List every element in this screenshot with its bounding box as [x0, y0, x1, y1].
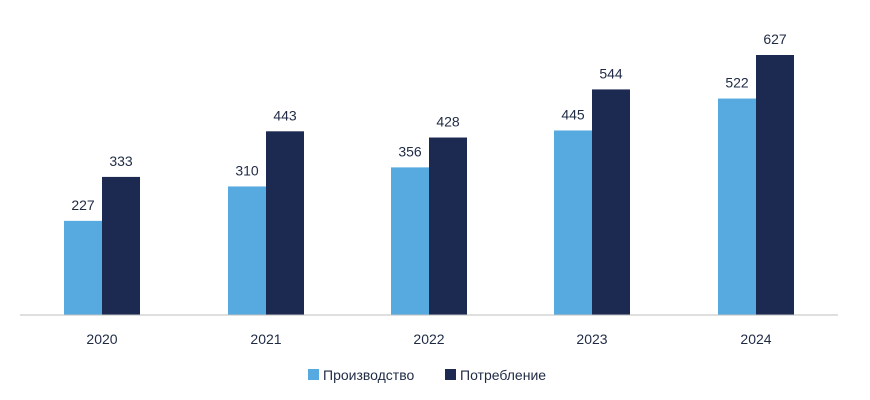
data-labels-group: 227 310 356 445 522 333 443 428 544 627 — [71, 31, 787, 213]
data-label-consumption-2024: 627 — [763, 31, 787, 47]
bar-consumption-2022 — [429, 137, 467, 315]
x-tick-label-2022: 2022 — [413, 331, 444, 347]
legend-label-consumption: Потребление — [460, 367, 546, 383]
data-label-consumption-2023: 544 — [599, 65, 623, 81]
bars-group — [64, 55, 794, 315]
legend: Производство Потребление — [308, 367, 546, 383]
legend-label-production: Производство — [323, 367, 414, 383]
legend-swatch-production — [308, 369, 319, 380]
bar-production-2024 — [718, 98, 756, 315]
bar-production-2020 — [64, 220, 102, 315]
bar-consumption-2023 — [592, 89, 630, 315]
data-label-production-2024: 522 — [725, 75, 749, 91]
x-tick-label-2023: 2023 — [576, 331, 607, 347]
x-tick-label-2020: 2020 — [86, 331, 117, 347]
bar-production-2022 — [391, 167, 429, 315]
bar-production-2023 — [554, 130, 592, 315]
data-label-consumption-2021: 443 — [273, 107, 297, 123]
data-label-consumption-2020: 333 — [109, 153, 133, 169]
data-label-production-2021: 310 — [235, 162, 259, 178]
bar-consumption-2020 — [102, 176, 140, 315]
data-label-production-2023: 445 — [561, 106, 585, 122]
data-label-consumption-2022: 428 — [436, 114, 460, 130]
data-label-production-2020: 227 — [71, 197, 95, 213]
legend-swatch-consumption — [445, 369, 456, 380]
x-tick-label-2024: 2024 — [740, 331, 771, 347]
bar-production-2021 — [228, 186, 266, 315]
x-tick-labels: 2020 2021 2022 2023 2024 — [86, 331, 771, 347]
bar-consumption-2024 — [756, 55, 794, 315]
bar-consumption-2021 — [266, 131, 304, 315]
data-label-production-2022: 356 — [398, 143, 422, 159]
x-tick-label-2021: 2021 — [250, 331, 281, 347]
